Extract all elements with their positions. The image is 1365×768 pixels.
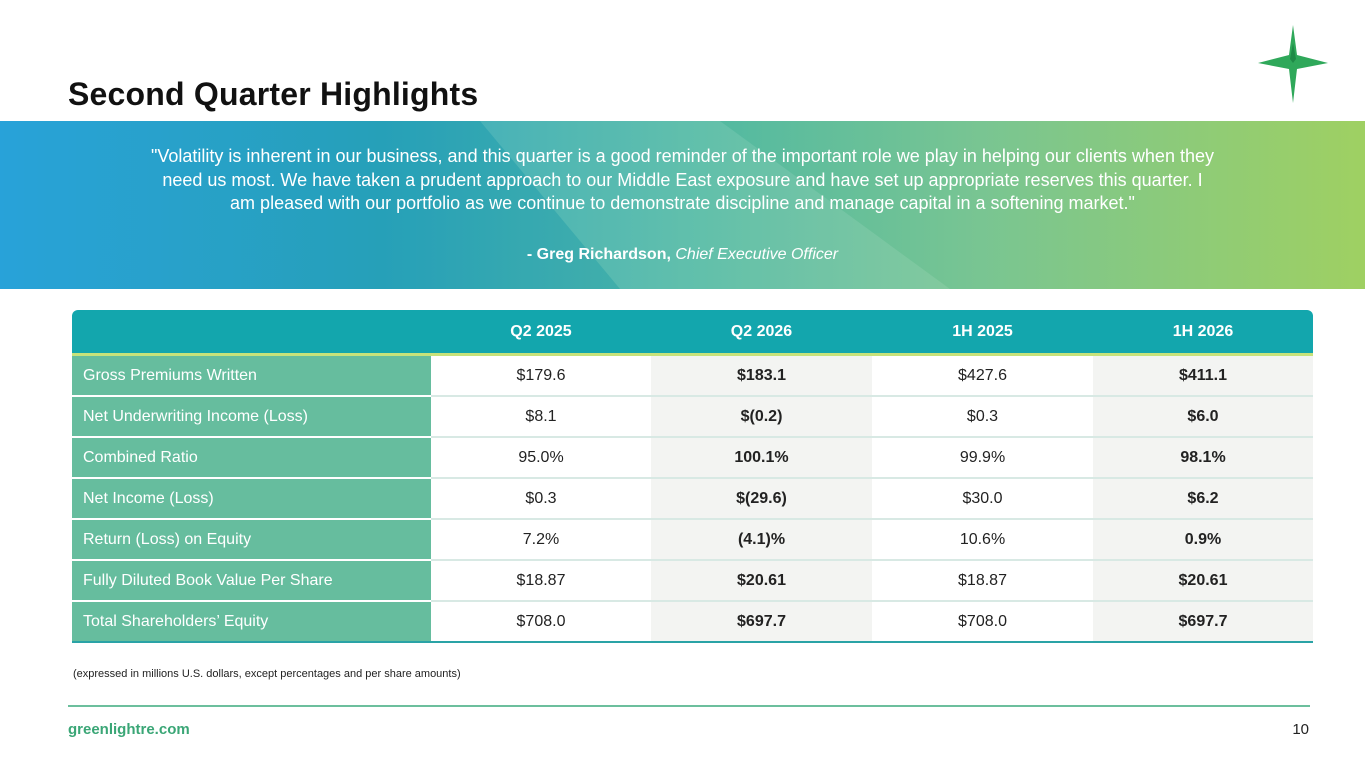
table-row: Gross Premiums Written $179.6 $183.1 $42… — [72, 354, 1313, 397]
table-cell: $183.1 — [651, 354, 872, 397]
table-cell: $708.0 — [872, 601, 1093, 643]
table-cell: $18.87 — [872, 560, 1093, 602]
table-cell: $20.61 — [651, 560, 872, 602]
table-cell: $6.0 — [1093, 396, 1313, 438]
row-label: Total Shareholders’ Equity — [72, 601, 431, 643]
table-cell: 7.2% — [431, 519, 651, 561]
ceo-quote: "Volatility is inherent in our business,… — [151, 146, 1214, 213]
table-cell: 95.0% — [431, 437, 651, 479]
column-header — [72, 310, 431, 356]
column-header: 1H 2025 — [872, 310, 1093, 356]
row-label: Fully Diluted Book Value Per Share — [72, 560, 431, 602]
table-cell: $18.87 — [431, 560, 651, 602]
highlights-table-container: Q2 2025 Q2 2026 1H 2025 1H 2026 Gross Pr… — [72, 310, 1313, 643]
column-header: Q2 2025 — [431, 310, 651, 356]
table-cell: $697.7 — [651, 601, 872, 643]
banner-decoration — [0, 121, 950, 289]
quote-banner: "Volatility is inherent in our business,… — [0, 121, 1365, 289]
table-cell: $427.6 — [872, 354, 1093, 397]
table-cell: 99.9% — [872, 437, 1093, 479]
footer-divider — [68, 705, 1310, 707]
table-cell: $30.0 — [872, 478, 1093, 520]
table-row: Net Underwriting Income (Loss) $8.1 $(0.… — [72, 396, 1313, 438]
table-cell: 10.6% — [872, 519, 1093, 561]
highlights-table: Q2 2025 Q2 2026 1H 2025 1H 2026 Gross Pr… — [72, 310, 1313, 643]
page-number: 10 — [1292, 721, 1309, 738]
footer-website-link[interactable]: greenlightre.com — [68, 721, 190, 738]
table-footnote: (expressed in millions U.S. dollars, exc… — [73, 668, 461, 680]
table-cell: $0.3 — [872, 396, 1093, 438]
table-cell: $179.6 — [431, 354, 651, 397]
table-row: Return (Loss) on Equity 7.2% (4.1)% 10.6… — [72, 519, 1313, 561]
column-header: Q2 2026 — [651, 310, 872, 356]
table-cell: (4.1)% — [651, 519, 872, 561]
row-label: Gross Premiums Written — [72, 354, 431, 397]
table-cell: $(0.2) — [651, 396, 872, 438]
row-label: Net Underwriting Income (Loss) — [72, 396, 431, 438]
table-cell: $411.1 — [1093, 354, 1313, 397]
table-cell: $8.1 — [431, 396, 651, 438]
row-label: Net Income (Loss) — [72, 478, 431, 520]
quote-attribution: - Greg Richardson, Chief Executive Offic… — [150, 246, 1215, 264]
table-cell: $708.0 — [431, 601, 651, 643]
table-row: Fully Diluted Book Value Per Share $18.8… — [72, 560, 1313, 602]
table-cell: $697.7 — [1093, 601, 1313, 643]
table-row: Combined Ratio 95.0% 100.1% 99.9% 98.1% — [72, 437, 1313, 479]
table-header-row: Q2 2025 Q2 2026 1H 2025 1H 2026 — [72, 310, 1313, 356]
table-cell: $20.61 — [1093, 560, 1313, 602]
page-title: Second Quarter Highlights — [68, 76, 479, 112]
table-row: Net Income (Loss) $0.3 $(29.6) $30.0 $6.… — [72, 478, 1313, 520]
row-label: Combined Ratio — [72, 437, 431, 479]
attribution-name: - Greg Richardson, — [526, 246, 671, 263]
column-header: 1H 2026 — [1093, 310, 1313, 356]
row-label: Return (Loss) on Equity — [72, 519, 431, 561]
table-cell: $(29.6) — [651, 478, 872, 520]
star-compass-icon — [1258, 25, 1328, 103]
attribution-role: Chief Executive Officer — [675, 246, 839, 263]
table-cell: $6.2 — [1093, 478, 1313, 520]
table-row: Total Shareholders’ Equity $708.0 $697.7… — [72, 601, 1313, 643]
table-cell: $0.3 — [431, 478, 651, 520]
table-cell: 100.1% — [651, 437, 872, 479]
table-cell: 0.9% — [1093, 519, 1313, 561]
table-cell: 98.1% — [1093, 437, 1313, 479]
